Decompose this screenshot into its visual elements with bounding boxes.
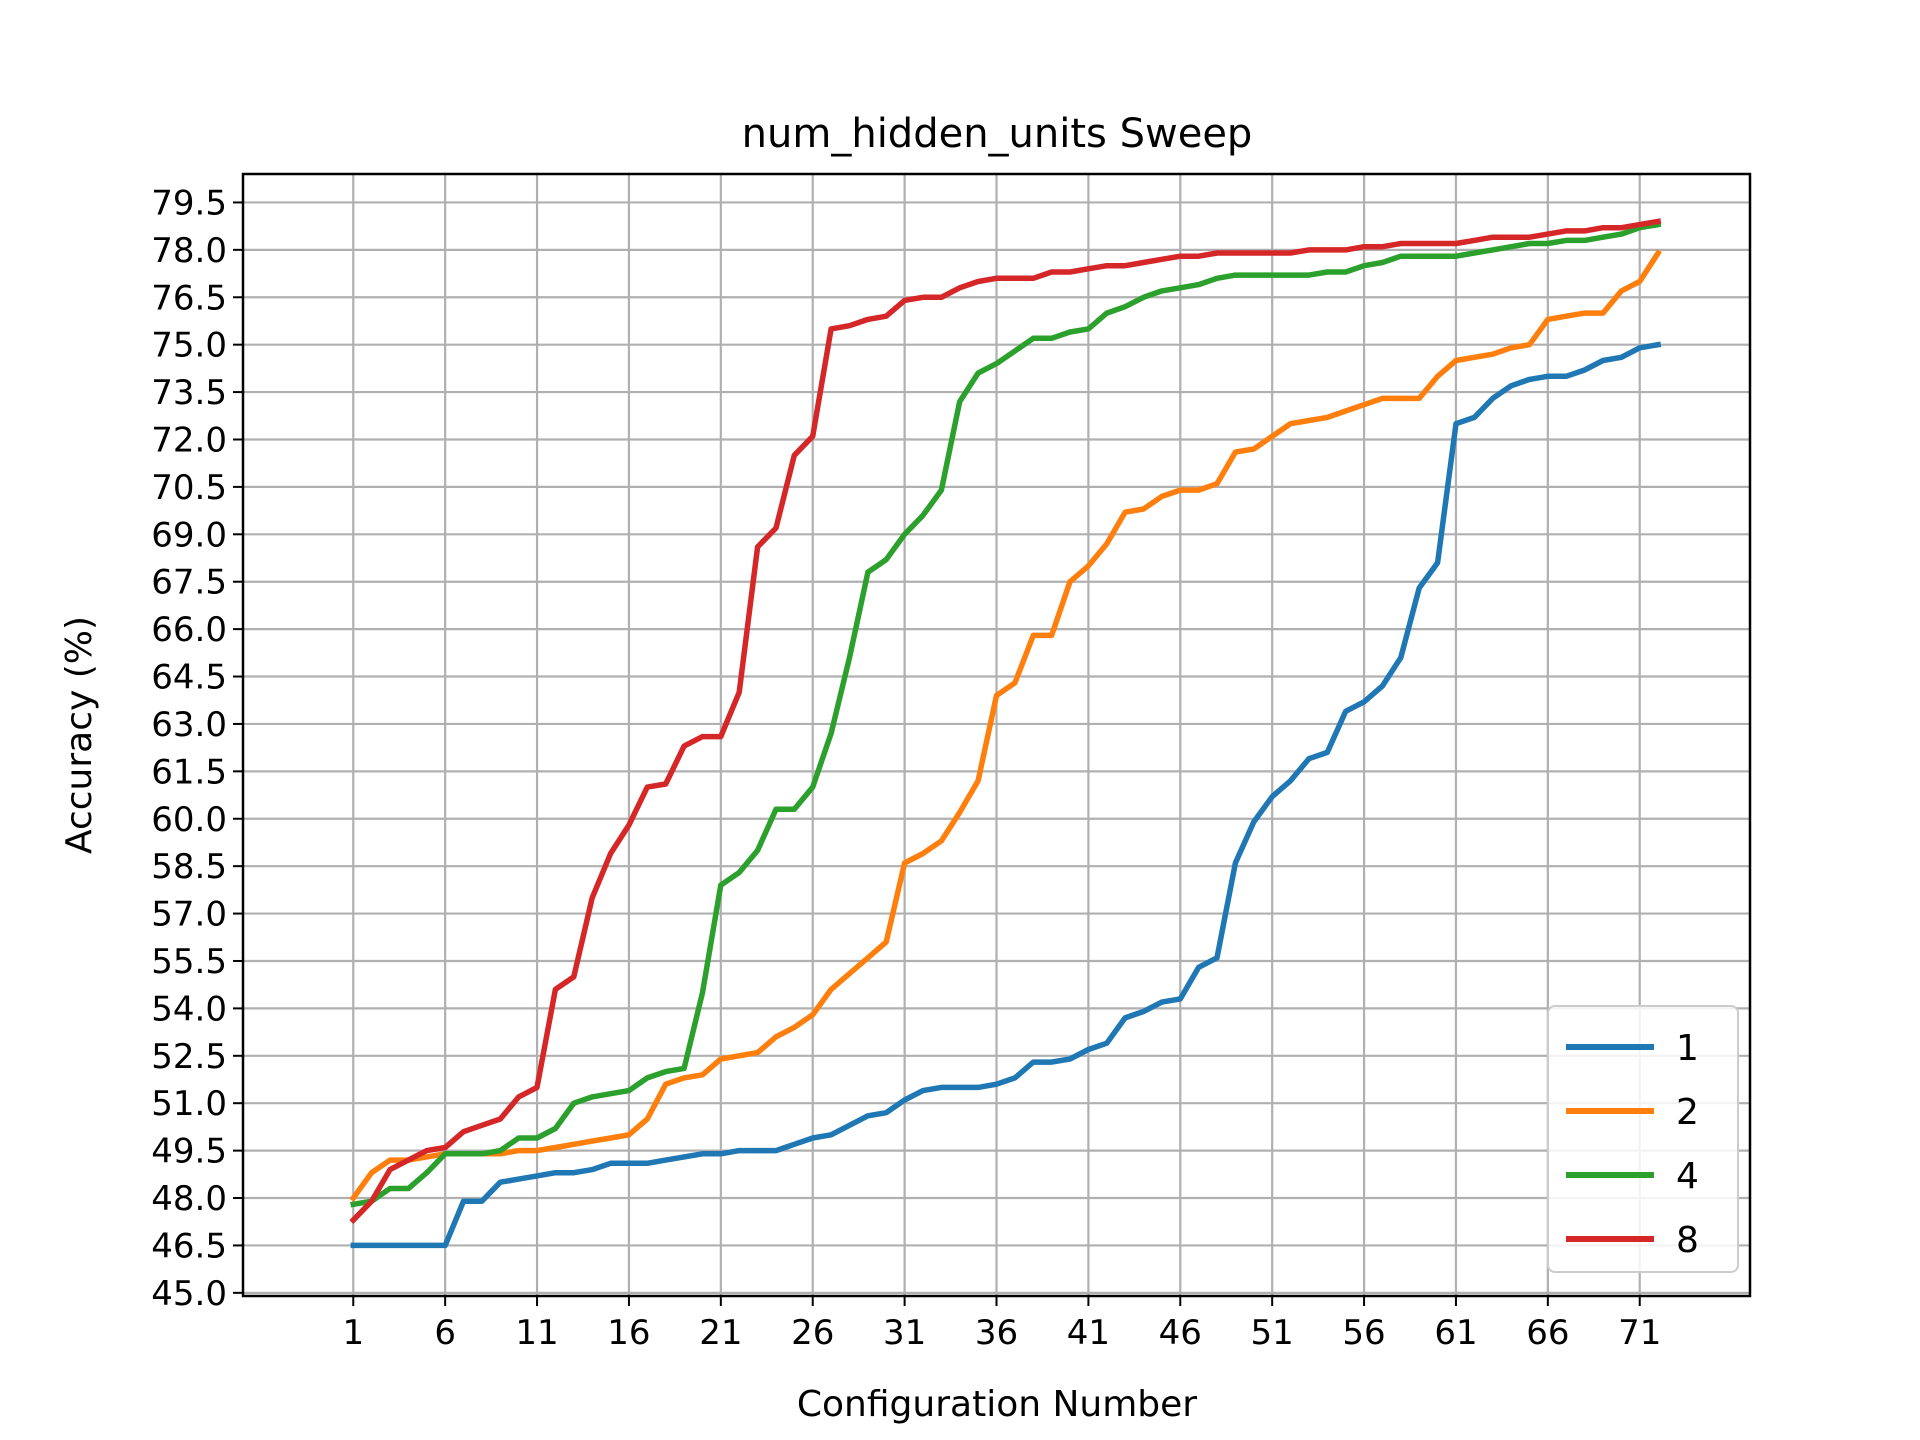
legend-label-2: 2 <box>1676 1092 1699 1133</box>
y-tick-label: 55.5 <box>151 942 227 982</box>
legend-label-4: 4 <box>1676 1156 1699 1197</box>
x-tick-label: 31 <box>883 1313 926 1353</box>
legend-label-8: 8 <box>1676 1220 1699 1261</box>
y-tick-label: 52.5 <box>151 1037 227 1077</box>
y-tick-label: 67.5 <box>151 563 227 603</box>
series-line-1 <box>350 341 1662 1249</box>
series-lines <box>349 218 1662 1249</box>
y-tick-label: 78.0 <box>151 231 227 271</box>
x-tick-label: 71 <box>1618 1313 1661 1353</box>
x-axis-title: Configuration Number <box>797 1384 1197 1425</box>
y-axis-title: Accuracy (%) <box>59 616 100 854</box>
y-tick-label: 63.0 <box>151 705 227 745</box>
y-tick-label: 45.0 <box>151 1274 227 1314</box>
y-tick-label: 64.5 <box>151 658 227 698</box>
series-line-2 <box>349 249 1662 1202</box>
y-tick-label: 70.5 <box>151 468 227 508</box>
y-tick-label: 69.0 <box>151 515 227 555</box>
y-tick-label: 66.0 <box>151 610 227 650</box>
series-line-8 <box>349 218 1662 1224</box>
y-tick-label: 48.0 <box>151 1179 227 1219</box>
y-tick-label: 46.5 <box>151 1226 227 1266</box>
x-tick-label: 56 <box>1342 1313 1385 1353</box>
y-tick-label: 51.0 <box>151 1084 227 1124</box>
legend-label-1: 1 <box>1676 1028 1699 1069</box>
y-tick-label: 49.5 <box>151 1132 227 1172</box>
x-tick-label: 6 <box>434 1313 456 1353</box>
x-tick-label: 66 <box>1526 1313 1569 1353</box>
x-tick-label: 46 <box>1159 1313 1202 1353</box>
y-tick-label: 60.0 <box>151 800 227 840</box>
axis-ticks: 1 6 11 16 21 26 31 36 41 46 51 56 61 66 7145.046.548.0… <box>151 183 1661 1353</box>
x-tick-label: 51 <box>1251 1313 1294 1353</box>
legend: 1 2 4 8 <box>1547 1005 1739 1273</box>
y-tick-label: 61.5 <box>151 752 227 792</box>
x-tick-label: 61 <box>1434 1313 1477 1353</box>
chart-title: num_hidden_units Sweep <box>742 111 1253 157</box>
y-tick-label: 58.5 <box>151 847 227 887</box>
x-tick-label: 1 <box>342 1313 364 1353</box>
y-tick-label: 73.5 <box>151 373 227 413</box>
x-tick-label: 26 <box>791 1313 834 1353</box>
y-tick-label: 72.0 <box>151 420 227 460</box>
series-line-4 <box>350 221 1662 1208</box>
x-tick-label: 16 <box>607 1313 650 1353</box>
y-tick-label: 76.5 <box>151 278 227 318</box>
y-tick-label: 57.0 <box>151 895 227 935</box>
y-tick-label: 79.5 <box>151 183 227 223</box>
y-tick-label: 75.0 <box>151 326 227 366</box>
legend-frame <box>1547 1005 1739 1273</box>
x-tick-label: 36 <box>975 1313 1018 1353</box>
x-tick-label: 11 <box>515 1313 558 1353</box>
y-tick-label: 54.0 <box>151 989 227 1029</box>
x-tick-label: 41 <box>1067 1313 1110 1353</box>
x-tick-label: 21 <box>699 1313 742 1353</box>
